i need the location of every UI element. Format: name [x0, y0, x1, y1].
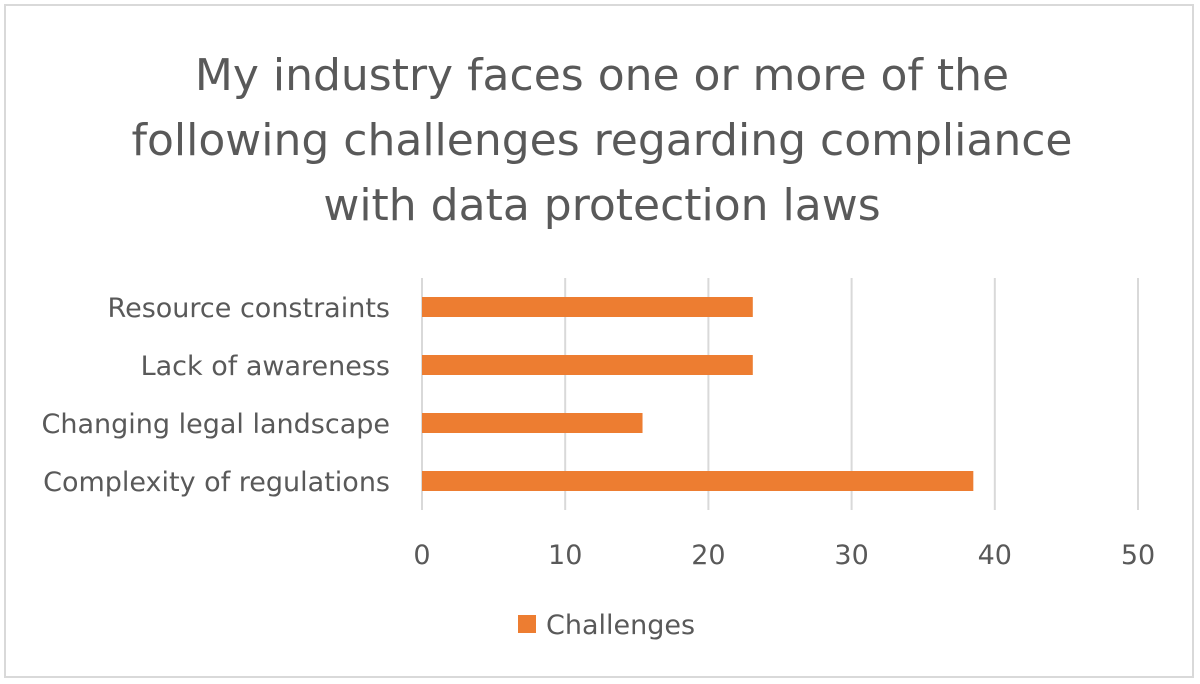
legend-swatch-challenges — [518, 615, 536, 633]
bar-changing-legal-landscape — [422, 413, 643, 433]
bar-complexity-of-regulations — [422, 471, 974, 491]
x-tick-labels: 0 10 20 30 40 50 — [413, 540, 1155, 571]
x-tick-label-10: 10 — [548, 540, 582, 571]
x-tick-label-50: 50 — [1121, 540, 1155, 571]
chart-title-line-2: following challenges regarding complianc… — [132, 115, 1073, 166]
x-tick-label-30: 30 — [834, 540, 868, 571]
x-tick-label-40: 40 — [978, 540, 1012, 571]
bar-chart: My industry faces one or more of the fol… — [42, 50, 1156, 641]
chart-frame: My industry faces one or more of the fol… — [4, 4, 1194, 678]
chart-title-line-1: My industry faces one or more of the — [195, 50, 1009, 101]
legend-label-challenges: Challenges — [546, 610, 695, 641]
bar-resource-constraints — [422, 297, 753, 317]
category-label-lack-of-awareness: Lack of awareness — [141, 351, 390, 382]
category-label-resource-constraints: Resource constraints — [108, 293, 390, 324]
bar-series — [422, 297, 974, 491]
category-labels: Resource constraints Lack of awareness Cha… — [42, 293, 390, 498]
category-label-complexity-of-regulations: Complexity of regulations — [43, 467, 390, 498]
chart-title: My industry faces one or more of the fol… — [132, 50, 1073, 231]
bar-lack-of-awareness — [422, 355, 753, 375]
category-label-changing-legal-landscape: Changing legal landscape — [42, 409, 390, 440]
legend: Challenges — [518, 610, 695, 641]
x-tick-label-20: 20 — [691, 540, 725, 571]
chart-title-line-3: with data protection laws — [323, 180, 880, 231]
x-tick-label-0: 0 — [413, 540, 430, 571]
